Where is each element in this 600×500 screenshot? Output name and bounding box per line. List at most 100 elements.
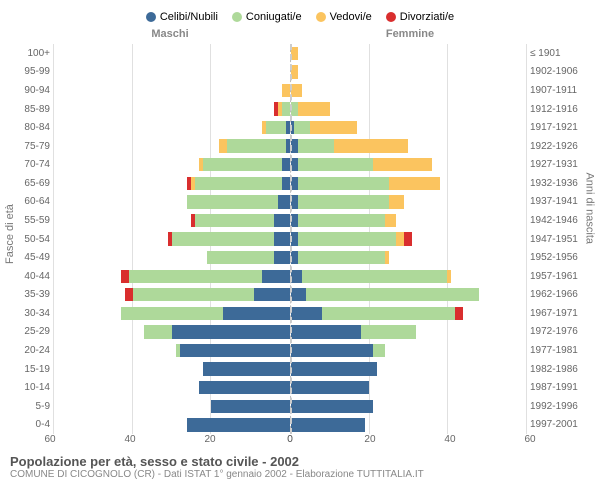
legend-item: Vedovi/e bbox=[316, 6, 372, 28]
bar-segment-widow bbox=[373, 158, 432, 171]
year-label: 1962-1966 bbox=[530, 286, 600, 305]
year-label: 1972-1976 bbox=[530, 323, 600, 342]
bar-segment-married bbox=[298, 251, 384, 264]
age-label: 100+ bbox=[0, 44, 50, 63]
bar-row bbox=[291, 193, 527, 212]
bar-row bbox=[291, 378, 527, 397]
bar-segment-single bbox=[291, 344, 373, 357]
bar-segment-married bbox=[361, 325, 416, 338]
age-label: 85-89 bbox=[0, 100, 50, 119]
bar-row bbox=[291, 416, 527, 435]
bar-row bbox=[54, 81, 290, 100]
bar-segment-married bbox=[207, 251, 274, 264]
bar-segment-married bbox=[298, 139, 333, 152]
footer: Popolazione per età, sesso e stato civil… bbox=[0, 450, 600, 480]
bar-row bbox=[54, 137, 290, 156]
year-label: 1907-1911 bbox=[530, 81, 600, 100]
bar-row bbox=[291, 323, 527, 342]
bar-row bbox=[291, 174, 527, 193]
bar-segment-single bbox=[291, 158, 299, 171]
age-label: 80-84 bbox=[0, 118, 50, 137]
bar-segment-married bbox=[291, 102, 299, 115]
bar-segment-single bbox=[274, 251, 290, 264]
y-title-right: Anni di nascita bbox=[584, 172, 596, 244]
bar-row bbox=[54, 174, 290, 193]
age-label: 30-34 bbox=[0, 304, 50, 323]
bar-segment-single bbox=[291, 381, 369, 394]
bar-row bbox=[54, 416, 290, 435]
bar-row bbox=[54, 378, 290, 397]
bar-row bbox=[291, 100, 527, 119]
bar-segment-married bbox=[172, 232, 274, 245]
bar-segment-married bbox=[298, 214, 384, 227]
age-label: 65-69 bbox=[0, 174, 50, 193]
legend-swatch bbox=[232, 12, 242, 22]
bar-segment-single bbox=[291, 418, 366, 431]
bar-segment-married bbox=[121, 307, 223, 320]
age-label: 70-74 bbox=[0, 155, 50, 174]
age-label: 35-39 bbox=[0, 286, 50, 305]
bar-segment-single bbox=[291, 270, 303, 283]
legend-swatch bbox=[146, 12, 156, 22]
bar-row bbox=[291, 155, 527, 174]
bar-segment-widow bbox=[291, 65, 299, 78]
chart-container: Celibi/NubiliConiugati/eVedovi/eDivorzia… bbox=[0, 0, 600, 500]
bar-row bbox=[54, 286, 290, 305]
legend-item: Coniugati/e bbox=[232, 6, 302, 28]
y-title-left: Fasce di età bbox=[4, 204, 16, 264]
bar-segment-widow bbox=[334, 139, 409, 152]
bar-segment-widow bbox=[291, 84, 303, 97]
bar-segment-single bbox=[274, 214, 290, 227]
bar-row bbox=[291, 230, 527, 249]
bar-row bbox=[54, 44, 290, 63]
bar-segment-single bbox=[199, 381, 289, 394]
bar-segment-married bbox=[306, 288, 479, 301]
bar-segment-single bbox=[291, 400, 373, 413]
x-tick: 40 bbox=[444, 434, 455, 445]
bar-segment-single bbox=[291, 214, 299, 227]
bar-segment-widow bbox=[310, 121, 357, 134]
bar-segment-div bbox=[404, 232, 412, 245]
age-label: 20-24 bbox=[0, 341, 50, 360]
legend-item: Divorziati/e bbox=[386, 6, 454, 28]
bar-segment-widow bbox=[396, 232, 404, 245]
x-tick: 60 bbox=[524, 434, 535, 445]
bar-segment-single bbox=[291, 251, 299, 264]
year-label: 1977-1981 bbox=[530, 341, 600, 360]
x-axis: 0204060 0204060 bbox=[0, 434, 600, 450]
age-label: 0-4 bbox=[0, 416, 50, 435]
bar-row bbox=[291, 44, 527, 63]
legend-label: Coniugati/e bbox=[246, 11, 302, 23]
bar-row bbox=[291, 360, 527, 379]
bar-segment-single bbox=[223, 307, 290, 320]
bar-segment-single bbox=[291, 195, 299, 208]
bar-row bbox=[54, 63, 290, 82]
year-label: 1902-1906 bbox=[530, 63, 600, 82]
bar-segment-single bbox=[291, 362, 377, 375]
footer-title: Popolazione per età, sesso e stato civil… bbox=[10, 454, 590, 469]
bar-segment-single bbox=[172, 325, 290, 338]
year-label: ≤ 1901 bbox=[530, 44, 600, 63]
bar-segment-single bbox=[187, 418, 289, 431]
bar-row bbox=[54, 248, 290, 267]
bar-segment-married bbox=[144, 325, 171, 338]
bar-segment-single bbox=[291, 139, 299, 152]
bar-segment-single bbox=[180, 344, 290, 357]
bar-segment-single bbox=[291, 232, 299, 245]
age-label: 75-79 bbox=[0, 137, 50, 156]
x-axis-female: 0204060 bbox=[290, 434, 530, 450]
bar-row bbox=[291, 211, 527, 230]
bar-row bbox=[291, 63, 527, 82]
bar-segment-single bbox=[291, 325, 362, 338]
bar-row bbox=[54, 100, 290, 119]
bar-segment-widow bbox=[447, 270, 451, 283]
bar-row bbox=[54, 193, 290, 212]
year-label: 1957-1961 bbox=[530, 267, 600, 286]
bar-row bbox=[54, 211, 290, 230]
year-label: 1967-1971 bbox=[530, 304, 600, 323]
bar-segment-widow bbox=[385, 251, 389, 264]
age-label: 40-44 bbox=[0, 267, 50, 286]
year-label: 1927-1931 bbox=[530, 155, 600, 174]
bar-segment-widow bbox=[389, 177, 440, 190]
x-tick: 20 bbox=[364, 434, 375, 445]
